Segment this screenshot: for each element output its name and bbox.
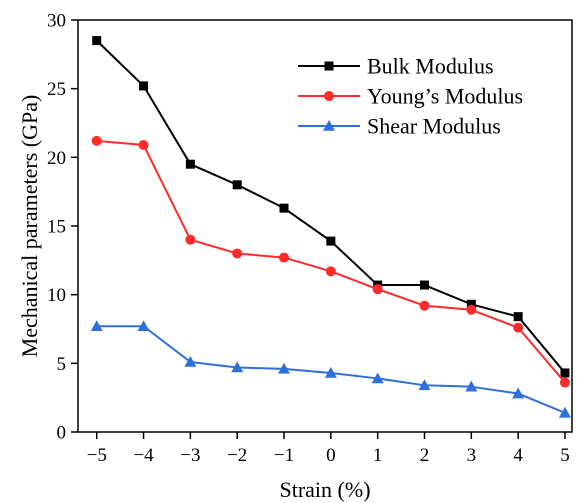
legend-marker <box>324 91 334 101</box>
y-tick-label: 0 <box>57 423 67 444</box>
legend-item: Bulk Modulus <box>298 54 494 79</box>
x-tick-label: −4 <box>133 445 154 466</box>
data-point <box>514 312 523 321</box>
y-axis-label: Mechanical parameters (GPa) <box>17 95 42 358</box>
legend: Bulk Modulus Young’s Modulus Shear Modulus <box>298 54 523 139</box>
x-tick-label: 1 <box>373 445 383 466</box>
series-2 <box>91 320 571 417</box>
data-point <box>373 284 383 294</box>
data-point <box>92 36 101 45</box>
data-point <box>139 81 148 90</box>
y-axis: 0 5 10 15 20 25 30 <box>47 11 78 444</box>
y-tick-label: 30 <box>47 11 66 32</box>
data-point <box>279 253 289 263</box>
x-axis-label: Strain (%) <box>279 477 370 502</box>
legend-label: Young’s Modulus <box>367 84 523 109</box>
x-tick-label: −1 <box>274 445 294 466</box>
legend-marker <box>325 62 334 71</box>
data-point <box>92 136 102 146</box>
data-point <box>186 160 195 169</box>
x-tick-label: 5 <box>560 445 570 466</box>
x-axis: −5 −4 −3 −2 −1 0 1 2 3 4 5 <box>87 432 570 466</box>
y-tick-label: 10 <box>47 285 66 306</box>
x-tick-label: −3 <box>180 445 200 466</box>
x-tick-label: 2 <box>420 445 430 466</box>
plot-frame <box>78 20 572 432</box>
legend-item: Shear Modulus <box>298 114 501 139</box>
data-point <box>280 204 289 213</box>
data-point <box>513 323 523 333</box>
x-tick-label: −5 <box>87 445 107 466</box>
x-tick-label: 3 <box>467 445 477 466</box>
y-tick-label: 15 <box>47 217 66 238</box>
data-point <box>560 378 570 388</box>
data-point <box>185 235 195 245</box>
data-point <box>559 407 571 418</box>
y-tick-label: 5 <box>57 354 67 375</box>
x-tick-label: 0 <box>326 445 336 466</box>
y-tick-label: 25 <box>47 79 66 100</box>
x-tick-label: −2 <box>227 445 247 466</box>
legend-item: Young’s Modulus <box>298 84 523 109</box>
y-tick-label: 20 <box>47 148 66 169</box>
x-tick-label: 4 <box>513 445 523 466</box>
data-point <box>420 281 429 290</box>
series-line <box>97 141 565 383</box>
data-point <box>139 140 149 150</box>
data-point <box>233 180 242 189</box>
legend-label: Shear Modulus <box>367 114 501 139</box>
data-point <box>232 248 242 258</box>
data-point <box>420 301 430 311</box>
data-point <box>326 237 335 246</box>
legend-label: Bulk Modulus <box>367 54 494 79</box>
data-point <box>466 305 476 315</box>
series-1 <box>92 136 570 388</box>
data-point <box>326 266 336 276</box>
data-point <box>560 368 569 377</box>
